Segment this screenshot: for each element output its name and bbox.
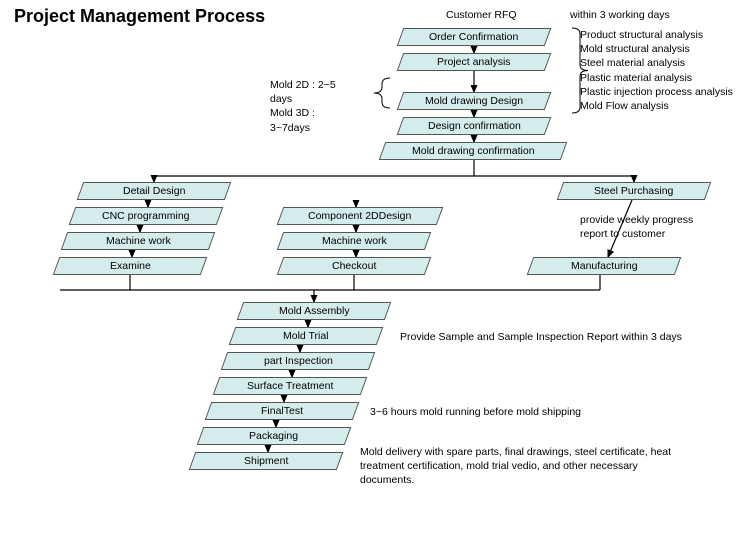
flow-node-mold_drawing_conf: Mold drawing confirmation [379, 142, 568, 160]
flow-node-manufacturing: Manufacturing [527, 257, 682, 275]
flow-node-part_inspection: part Inspection [221, 352, 376, 370]
flow-node-mold_drawing_design: Mold drawing Design [397, 92, 552, 110]
flow-node-machine_work1: Machine work [61, 232, 216, 250]
flow-node-comp_2d: Component 2DDesign [277, 207, 444, 225]
flow-node-machine_work2: Machine work [277, 232, 432, 250]
flow-node-cnc_prog: CNC programming [69, 207, 224, 225]
annotation-a_3days: within 3 working days [570, 8, 730, 22]
page-title: Project Management Process [14, 6, 265, 27]
flow-node-order_conf: Order Confirmation [397, 28, 552, 46]
flow-node-surface_treatment: Surface Treatment [213, 377, 368, 395]
flow-node-checkout: Checkout [277, 257, 432, 275]
annotation-a_analysis: Product structural analysis Mold structu… [580, 28, 750, 113]
flow-node-steel_purch: Steel Purchasing [557, 182, 712, 200]
flow-node-detail_design: Detail Design [77, 182, 232, 200]
flow-node-mold_trial: Mold Trial [229, 327, 384, 345]
annotation-a_weekly: provide weekly progress report to custom… [580, 213, 740, 241]
flow-node-packaging: Packaging [197, 427, 352, 445]
annotation-a_hours: 3~6 hours mold running before mold shipp… [370, 405, 690, 419]
flow-node-examine: Examine [53, 257, 208, 275]
flow-node-final_test: FinalTest [205, 402, 360, 420]
flow-label-customer_rfq: Customer RFQ [446, 8, 517, 22]
annotation-a_days: Mold 2D : 2~5 days Mold 3D : 3~7days [270, 78, 370, 135]
flow-node-mold_assembly: Mold Assembly [237, 302, 392, 320]
flow-node-design_conf: Design confirmation [397, 117, 552, 135]
flow-node-proj_analysis: Project analysis [397, 53, 552, 71]
annotation-a_delivery: Mold delivery with spare parts, final dr… [360, 445, 740, 488]
flow-node-shipment: Shipment [189, 452, 344, 470]
annotation-a_sample: Provide Sample and Sample Inspection Rep… [400, 330, 740, 344]
